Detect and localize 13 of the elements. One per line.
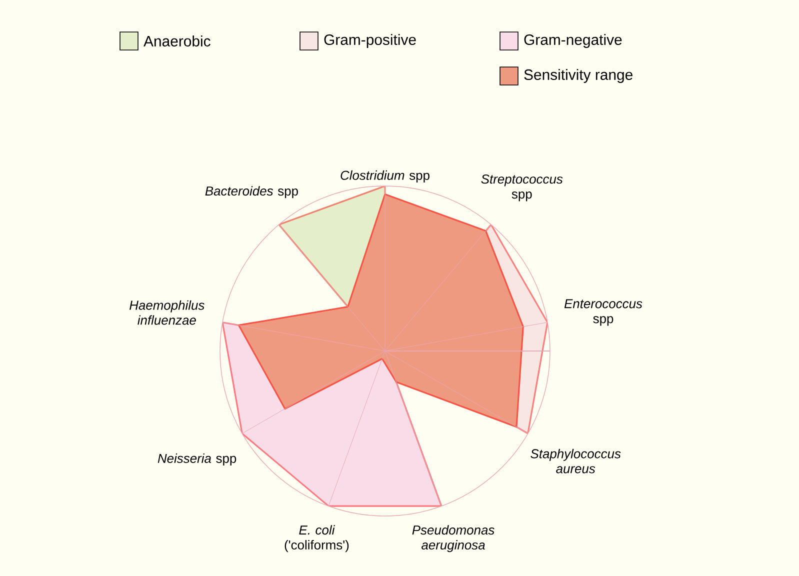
legend-label: Gram-positive — [324, 34, 416, 48]
spoke-label: E. coli ('coliforms') — [284, 525, 349, 552]
spoke-label: Streptococcus spp — [481, 174, 563, 202]
spoke-label: Haemophilus influenzae — [130, 300, 204, 325]
spoke-label: Neisseria spp — [158, 453, 236, 466]
spoke-label: Staphylococcus aureus — [530, 448, 621, 474]
legend-label: Anaerobic — [144, 36, 210, 46]
spoke-label: Enterococcus spp — [564, 299, 642, 326]
spoke-label: Bacteroides spp — [205, 186, 298, 198]
legend-label: Sensitivity range — [524, 69, 632, 83]
spoke-label: Clostridium spp — [340, 170, 430, 182]
legend-label: Gram-negative — [524, 34, 622, 48]
spoke-label: Pseudomonas aeruginosa — [412, 525, 494, 552]
